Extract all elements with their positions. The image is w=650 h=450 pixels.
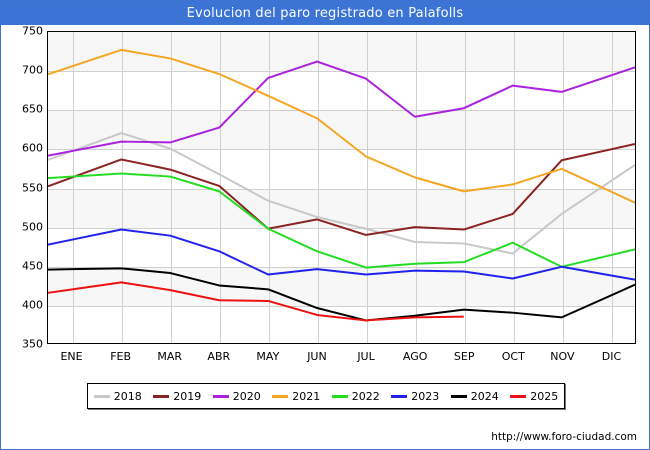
x-tick-label: NOV — [550, 350, 575, 363]
gridline-vertical — [73, 32, 74, 343]
x-tick-label: SEP — [453, 350, 475, 363]
gridline-vertical — [367, 32, 368, 343]
series-line-2018 — [48, 132, 635, 255]
x-tick-label: AGO — [402, 350, 428, 363]
legend-label: 2018 — [113, 389, 142, 403]
y-axis-labels: 350 400 450 500 550 600 650 700 750 — [1, 25, 43, 351]
gridline-vertical — [171, 32, 172, 343]
x-tick-label: OCT — [501, 350, 525, 363]
x-tick-label: FEB — [110, 350, 132, 363]
plot-canvas — [47, 31, 636, 344]
legend-swatch-icon — [212, 394, 229, 398]
y-tick-label: 750 — [22, 24, 43, 38]
legend-label: 2023 — [411, 389, 440, 403]
gridline-horizontal — [48, 71, 635, 73]
legend-item-2022[interactable]: 2022 — [331, 389, 380, 403]
gridline-horizontal — [48, 149, 635, 151]
y-tick-label: 650 — [22, 102, 43, 116]
legend-item-2018[interactable]: 2018 — [93, 389, 142, 403]
legend-label: 2020 — [232, 389, 261, 403]
x-tick-label: MAR — [157, 350, 183, 363]
legend-swatch-icon — [331, 394, 348, 398]
x-tick-label: JUN — [307, 350, 327, 363]
x-tick-label: DIC — [601, 350, 622, 363]
x-tick-label: ENE — [60, 350, 83, 363]
gridline-vertical — [612, 32, 613, 343]
legend-swatch-icon — [391, 394, 408, 398]
legend-label: 2024 — [470, 389, 499, 403]
y-tick-label: 600 — [22, 141, 43, 155]
legend-swatch-icon — [450, 394, 467, 398]
y-tick-label: 350 — [22, 337, 43, 351]
legend-item-2023[interactable]: 2023 — [391, 390, 439, 403]
gridline-horizontal — [48, 188, 635, 190]
chart-legend[interactable]: 2018 2019 2020 2021 2022 2023 2024 2025 — [87, 383, 565, 409]
legend-label: 2022 — [351, 389, 380, 403]
background-band — [48, 32, 635, 72]
series-line-2021 — [48, 48, 635, 204]
legend-label: 2025 — [530, 389, 559, 403]
y-tick-label: 400 — [22, 298, 43, 312]
x-tick-label: MAY — [256, 350, 280, 363]
legend-item-2020[interactable]: 2020 — [212, 389, 261, 403]
gridline-horizontal — [48, 305, 635, 307]
legend-swatch-icon — [510, 394, 527, 398]
series-line-2019 — [48, 143, 635, 236]
legend-item-2021[interactable]: 2021 — [272, 390, 320, 403]
x-tick-label: JUL — [357, 350, 375, 363]
gridline-vertical — [416, 32, 417, 343]
background-band — [48, 188, 635, 228]
gridline-horizontal — [48, 266, 635, 268]
legend-label: 2021 — [292, 389, 321, 403]
legend-item-2025[interactable]: 2025 — [510, 390, 558, 403]
series-line-2022 — [48, 172, 635, 269]
gridline-vertical — [122, 32, 123, 343]
legend-label: 2019 — [173, 389, 202, 403]
series-line-2020 — [48, 60, 635, 157]
gridline-vertical — [563, 32, 564, 343]
y-tick-label: 450 — [22, 259, 43, 273]
series-line-2023 — [48, 228, 635, 281]
series-line-2025 — [48, 281, 464, 322]
legend-item-2019[interactable]: 2019 — [153, 390, 201, 403]
legend-swatch-icon — [272, 394, 289, 398]
legend-swatch-icon — [93, 394, 110, 398]
x-axis-labels: ENE FEB MAR ABR MAY JUN JUL AGO SEP OCT NOV DIC — [47, 346, 636, 366]
page-title: Evolucion del paro registrado en Palafol… — [186, 5, 464, 21]
chart-area: 350 400 450 500 550 600 650 700 750 ENE FEB MAR ABR… — [1, 25, 649, 425]
window-title-bar: Evolucion del paro registrado en Palafol… — [1, 1, 649, 25]
legend-swatch-icon — [153, 394, 170, 398]
legend-item-2024[interactable]: 2024 — [450, 389, 499, 403]
gridline-vertical — [318, 32, 319, 343]
y-tick-label: 500 — [22, 220, 43, 234]
gridline-vertical — [465, 32, 466, 343]
gridline-vertical — [514, 32, 515, 343]
y-tick-label: 700 — [22, 63, 43, 77]
series-line-2024 — [48, 267, 635, 322]
source-url: http://www.foro-ciudad.com — [491, 431, 637, 443]
gridline-vertical — [269, 32, 270, 343]
y-tick-label: 550 — [22, 181, 43, 194]
series-lines — [48, 48, 635, 322]
x-tick-label: ABR — [207, 350, 231, 363]
gridline-horizontal — [48, 110, 635, 112]
